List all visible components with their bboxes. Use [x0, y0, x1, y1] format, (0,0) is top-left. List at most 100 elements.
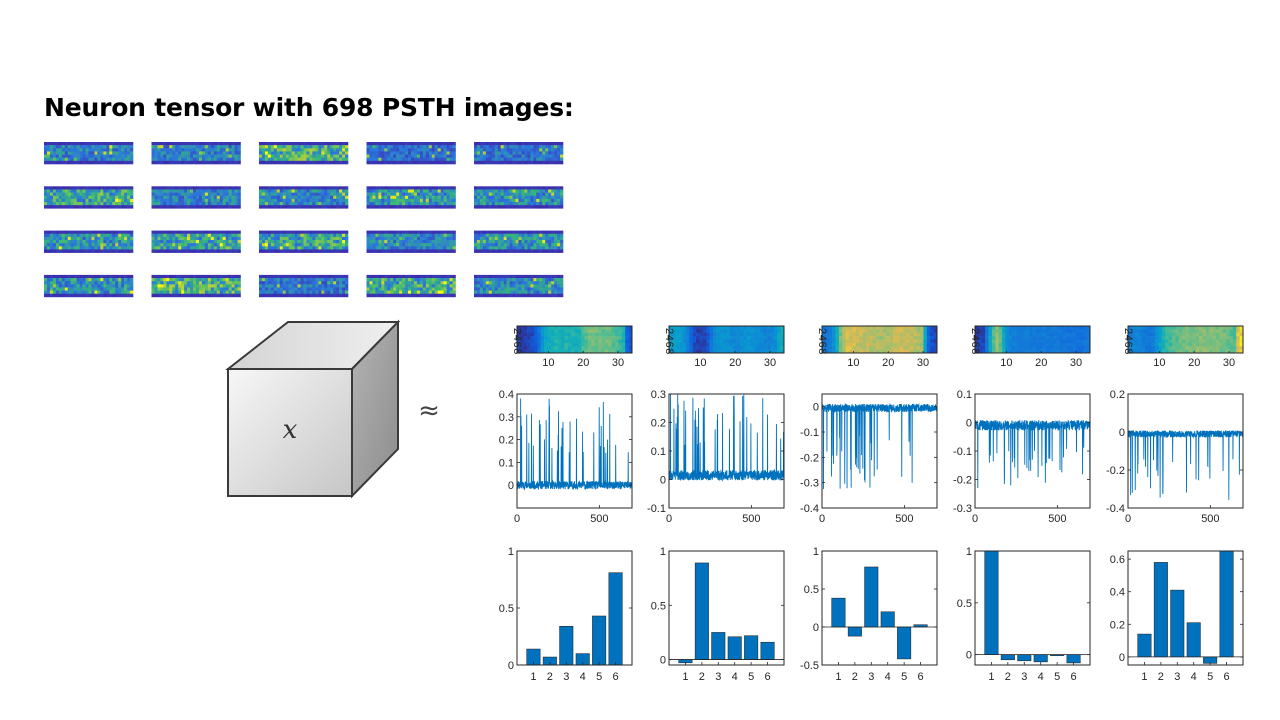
weight-xtick-label: 1: [835, 671, 841, 683]
weight-ytick-label: 0: [508, 660, 514, 672]
weight-bar: [1017, 654, 1032, 662]
loading-xtick-label: 500: [1048, 513, 1066, 525]
weight-bar: [760, 641, 775, 660]
weight-ytick-label: -0.5: [800, 660, 819, 672]
weight-xtick-label: 5: [748, 671, 754, 683]
psth-thumbnail: [259, 274, 349, 298]
weight-xtick-label: 3: [1174, 671, 1180, 683]
weight-bar: [1033, 654, 1048, 663]
loading-ytick-label: 0.1: [651, 446, 666, 458]
heatmap-ytick-label: 8: [511, 348, 523, 354]
loading-ytick-label: -0.4: [800, 503, 819, 515]
weight-ytick-label: 0.5: [499, 603, 514, 615]
approx-symbol: ≈: [418, 396, 440, 426]
heatmap-ytick-label: 2: [511, 328, 523, 334]
loading-xtick-label: 0: [972, 513, 978, 525]
heatmap-xtick-label: 10: [542, 357, 554, 369]
heatmap-ytick-label: 8: [816, 348, 828, 354]
weight-bar: [559, 625, 574, 666]
loading-ytick-label: 0: [1119, 427, 1125, 439]
weight-bar: [1066, 654, 1081, 664]
weight-xtick-label: 1: [682, 671, 688, 683]
psth-thumbnail: [366, 230, 456, 253]
psth-thumbnail: [151, 142, 241, 165]
loading-ytick-label: 0.3: [651, 389, 666, 401]
weight-ytick-label: 0: [813, 622, 819, 634]
loading-xtick-label: 0: [819, 513, 825, 525]
component-weights-bar-chart: 00.511 2 3 4 5 6: [651, 546, 785, 683]
loading-series-line: [1127, 429, 1244, 507]
heatmap-xtick-label: 20: [1188, 357, 1200, 369]
weight-ytick-label: 1: [813, 546, 819, 558]
weight-ytick-label: 0.2: [1110, 619, 1125, 631]
loading-ytick-label: 0: [966, 418, 972, 430]
component-loading-plot: -0.3 -0.2 -0.1 0 0.1 0 500: [953, 389, 1091, 525]
weight-xtick-label: 4: [1038, 671, 1044, 683]
weight-xtick-label: 5: [901, 671, 907, 683]
loading-series-line: [974, 419, 1091, 489]
psth-thumbnail: [44, 186, 134, 209]
loading-xtick-label: 0: [666, 513, 672, 525]
heatmap-ytick-label: 2: [663, 328, 675, 334]
weight-bar: [864, 566, 879, 628]
weight-bar: [1219, 550, 1234, 658]
weight-bar: [897, 626, 912, 660]
weight-xtick-label: 3: [563, 671, 569, 683]
heatmap-ytick-label: 8: [663, 348, 675, 354]
weight-xtick-label: 6: [1224, 671, 1230, 683]
weight-ytick-label: 1: [660, 546, 666, 558]
psth-thumbnail: [151, 274, 241, 298]
psth-thumbnail: [366, 142, 456, 165]
weight-xtick-label: 5: [1054, 671, 1060, 683]
weight-xtick-label: 2: [852, 671, 858, 683]
weight-ytick-label: 1: [508, 546, 514, 558]
loading-ytick-label: 0.3: [499, 412, 514, 424]
heatmap-xtick-label: 20: [577, 357, 589, 369]
weight-bar: [1000, 654, 1015, 661]
heatmap-ytick-label: 6: [969, 342, 981, 348]
heatmap-ytick-label: 4: [1122, 335, 1134, 341]
weight-ytick-label: 0.5: [804, 584, 819, 596]
weight-ytick-label: 0.5: [957, 598, 972, 610]
component-weights-bar-chart: 00.511 2 3 4 5 6: [957, 546, 1091, 683]
weight-ytick-label: 1: [966, 546, 972, 558]
weight-xtick-label: 5: [1207, 671, 1213, 683]
heatmap-xtick-label: 10: [694, 357, 706, 369]
loading-xtick-label: 500: [895, 513, 913, 525]
weight-xtick-label: 2: [699, 671, 705, 683]
psth-thumbnail: [366, 274, 456, 298]
loading-ytick-label: 0.2: [1110, 389, 1125, 401]
weight-ytick-label: 0: [966, 650, 972, 662]
component-loading-plot: 0-0.1-0.2-0.3-0.40 500: [800, 393, 938, 525]
loading-ytick-label: 0.4: [499, 389, 514, 401]
heatmap-ytick-label: 6: [511, 342, 523, 348]
psth-thumbnail: [366, 186, 456, 209]
loading-ytick-label: 0.1: [957, 389, 972, 401]
heatmap-xtick-label: 10: [1153, 357, 1165, 369]
heatmap-ytick-label: 6: [663, 342, 675, 348]
weight-ytick-label: 0.5: [651, 600, 666, 612]
weight-xtick-label: 5: [596, 671, 602, 683]
loading-series-line: [516, 398, 633, 491]
heatmap-ytick-label: 4: [969, 335, 981, 341]
psth-thumbnail: [44, 230, 134, 253]
weight-xtick-label: 3: [715, 671, 721, 683]
weight-bar: [694, 562, 709, 660]
loading-ytick-label: -0.3: [953, 503, 972, 515]
weight-xtick-label: 2: [1158, 671, 1164, 683]
psth-thumbnail: [474, 274, 564, 298]
loading-xtick-label: 500: [590, 513, 608, 525]
heatmap-xtick-label: 30: [1223, 357, 1235, 369]
weight-bar: [744, 635, 759, 660]
heatmap-xtick-label: 10: [847, 357, 859, 369]
loading-ytick-label: -0.2: [1106, 465, 1125, 477]
loading-xtick-label: 0: [1125, 513, 1131, 525]
weight-xtick-label: 1: [988, 671, 994, 683]
psth-thumbnail: [151, 186, 241, 209]
